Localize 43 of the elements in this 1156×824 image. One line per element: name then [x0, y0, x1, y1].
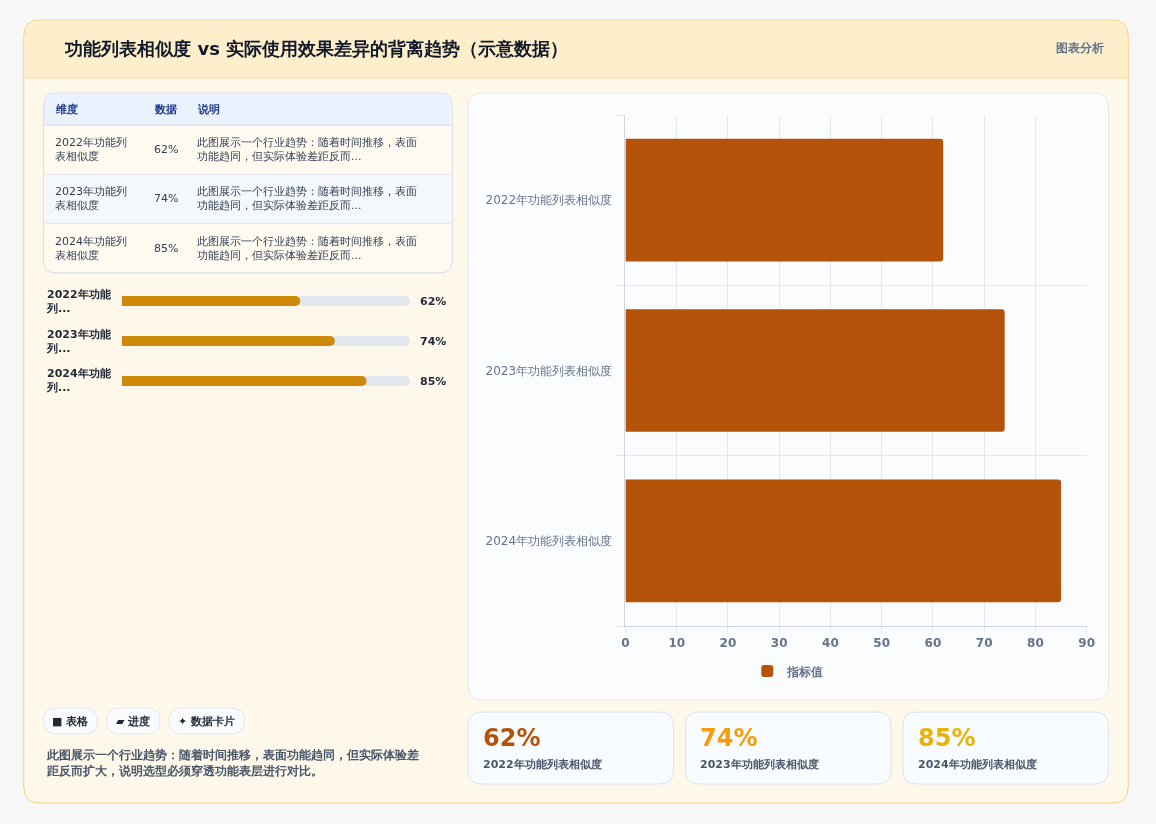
y-tick-label: 2022年功能列表相似度	[485, 193, 613, 208]
text: 此图展示一个行业趋势：随着时间推移，表面功能趋同，但实际体验差距反而扩大，说明选型必须穿透功能表层进行对比。	[46, 748, 419, 778]
text: 数据	[154, 103, 177, 116]
y-tick-label: 2022年功能列...	[46, 288, 112, 316]
text: ■ 表格	[52, 715, 90, 728]
bar	[625, 479, 1062, 603]
y-tick-label: 2024年功能列表相似度	[485, 534, 613, 549]
x-tick-label: 40	[822, 636, 839, 651]
bar	[625, 138, 944, 262]
text: 62%	[483, 724, 541, 752]
text: 62%	[154, 143, 179, 156]
text: 2023年功能列表相似度	[700, 758, 819, 771]
text: 74%	[700, 724, 758, 752]
x-tick-label: 30	[770, 636, 788, 651]
text: 功能列表相似度 vs 实际使用效果差异的背离趋势（示意数据）	[64, 38, 569, 60]
x-tick-label: 20	[719, 636, 737, 651]
y-tick-label: 2023年功能列...	[46, 328, 112, 356]
x-tick-label: 60	[924, 636, 942, 651]
x-tick-label: 10	[668, 636, 686, 651]
text: 维度	[55, 103, 78, 116]
text: 2024年功能列表相似度	[918, 758, 1037, 771]
text: 74%	[154, 192, 179, 205]
text: 此图展示一个行业趋势：随着时间推移，表面功能趋同，但实际体验差距反而...	[197, 235, 417, 263]
data-label: 74%	[420, 335, 447, 348]
y-tick-label: 2024年功能列...	[46, 367, 112, 395]
text: 85%	[154, 242, 179, 255]
data-label: 85%	[420, 375, 447, 388]
text: 此图展示一个行业趋势：随着时间推移，表面功能趋同，但实际体验差距反而...	[197, 185, 417, 213]
x-tick-label: 0	[621, 636, 630, 651]
x-tick-label: 70	[975, 636, 993, 651]
x-tick-label: 50	[873, 636, 891, 651]
text: 此图展示一个行业趋势：随着时间推移，表面功能趋同，但实际体验差距反而...	[197, 136, 417, 164]
text: ▰ 进度	[116, 715, 151, 728]
text: 图表分析	[1056, 41, 1104, 55]
text: ✦ 数据卡片	[178, 715, 236, 728]
y-tick-label: 2023年功能列表相似度	[485, 363, 613, 378]
text: 说明	[197, 103, 220, 116]
text: 85%	[918, 724, 976, 752]
x-tick-label: 90	[1078, 636, 1095, 651]
x-tick-label: 80	[1027, 636, 1044, 651]
data-label: 62%	[420, 295, 447, 308]
legend-label: 指标值	[786, 664, 824, 679]
bar	[625, 309, 1005, 432]
